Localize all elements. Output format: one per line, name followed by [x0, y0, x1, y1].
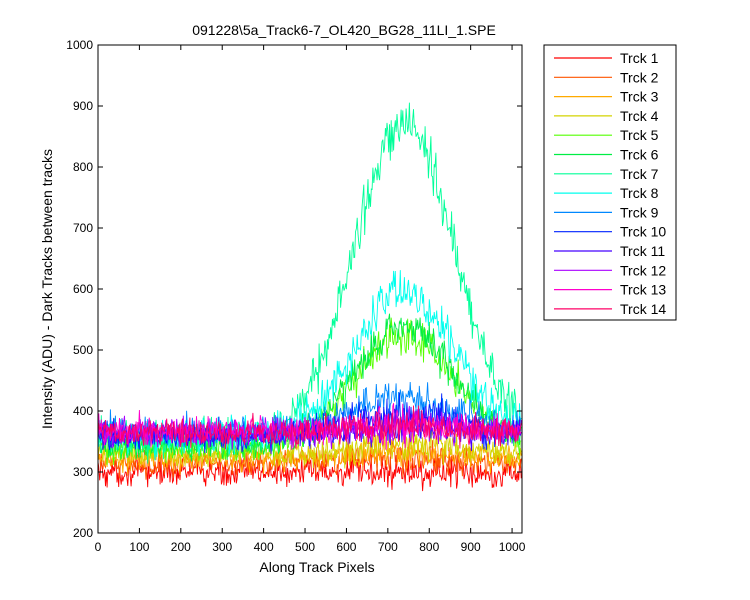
legend-label: Trck 1: [620, 50, 659, 66]
x-tick-label: 600: [336, 540, 356, 554]
y-tick-label: 600: [73, 282, 93, 296]
y-tick-label: 1000: [66, 38, 93, 52]
x-tick-label: 900: [461, 540, 481, 554]
legend-label: Trck 2: [620, 69, 659, 85]
y-tick-label: 800: [73, 160, 93, 174]
x-tick-label: 500: [295, 540, 315, 554]
legend-label: Trck 5: [620, 127, 659, 143]
y-tick-label: 400: [73, 404, 93, 418]
legend-label: Trck 14: [620, 301, 666, 317]
legend-label: Trck 13: [620, 282, 666, 298]
legend-label: Trck 6: [620, 147, 659, 163]
x-tick-label: 200: [171, 540, 191, 554]
y-tick-label: 200: [73, 526, 93, 540]
x-axis: 0 100 200 300 400 500 600 700 800 900 1000: [95, 45, 526, 554]
legend-label: Trck 9: [620, 204, 659, 220]
x-tick-label: 0: [95, 540, 102, 554]
legend-items: Trck 1 Trck 2 Trck 3 Trck 4 Trck 5 Trck 6 Trck…: [554, 50, 666, 317]
series-group: [97, 102, 522, 492]
x-tick-label: 100: [129, 540, 149, 554]
legend: Trck 1 Trck 2 Trck 3 Trck 4 Trck 5 Trck 6 Trck…: [543, 44, 677, 321]
y-tick-label: 300: [73, 465, 93, 479]
legend-label: Trck 7: [620, 166, 659, 182]
series-line-trck-8: [97, 270, 522, 461]
y-axis: 200 300 400 500 600 700 800 900 1000: [66, 38, 522, 540]
x-axis-label: Along Track Pixels: [259, 559, 374, 575]
x-tick-label: 1000: [499, 540, 526, 554]
chart-title: 091228\5a_Track6-7_OL420_BG28_11LI_1.SPE: [192, 22, 496, 38]
legend-label: Trck 11: [620, 243, 665, 259]
y-tick-label: 900: [73, 99, 93, 113]
legend-label: Trck 4: [620, 108, 659, 124]
legend-box: [543, 44, 677, 321]
y-tick-label: 500: [73, 343, 93, 357]
x-tick-label: 300: [212, 540, 232, 554]
series-line-trck-1: [97, 447, 522, 492]
series-line-trck-14: [97, 405, 522, 450]
y-tick-label: 700: [73, 221, 93, 235]
legend-label: Trck 3: [620, 89, 659, 105]
legend-label: Trck 12: [620, 262, 666, 278]
x-tick-label: 400: [254, 540, 274, 554]
x-tick-label: 800: [419, 540, 439, 554]
legend-label: Trck 10: [620, 224, 666, 240]
y-axis-label: Intensity (ADU) - Dark Tracks between tr…: [39, 149, 55, 429]
x-tick-label: 700: [378, 540, 398, 554]
legend-label: Trck 8: [620, 185, 659, 201]
